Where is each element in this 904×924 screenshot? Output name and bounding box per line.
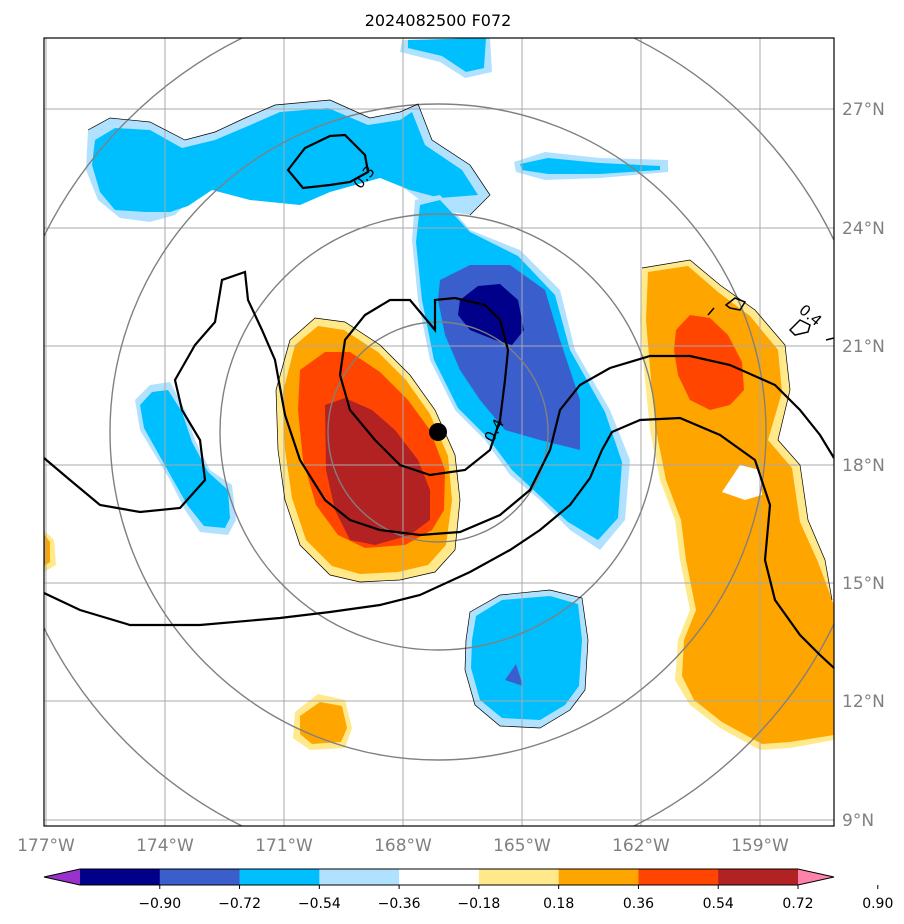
lat-label: 27°N [842, 100, 885, 120]
colorbar-extend-high [798, 869, 834, 885]
colorbar-tick-label: 0.90 [862, 896, 893, 912]
colorbar-segment [399, 869, 480, 885]
lat-label: 9°N [842, 811, 874, 831]
lat-label: 21°N [842, 337, 885, 357]
colorbar-tick-label: 0.72 [782, 896, 813, 912]
colorbar-tick-label: −0.54 [298, 896, 341, 912]
map-area: 0.3 0.4 0.4 [44, 38, 834, 826]
storm-center-marker [429, 423, 447, 441]
thin-contours [87, 99, 833, 729]
lon-label: 171°W [255, 836, 313, 856]
colorbar-tick-label: 0.18 [543, 896, 574, 912]
thick-contours [44, 133, 834, 669]
colorbar-segment [239, 869, 320, 885]
lat-label: 24°N [842, 219, 885, 239]
lon-label: 159°W [731, 836, 789, 856]
lon-label: 177°W [17, 836, 75, 856]
colorbar-outline [43, 868, 835, 886]
lat-label: 15°N [842, 574, 885, 594]
map-title: 2024082500 F072 [365, 11, 512, 30]
colorbar-tick-label: −0.90 [138, 896, 181, 912]
contour-label: 0.4 [795, 301, 825, 330]
map-frame [43, 37, 835, 827]
range-rings [44, 38, 834, 826]
latitude-labels: 27°N 24°N 21°N 18°N 15°N 12°N 9°N [842, 100, 885, 831]
colorbar-segment [319, 869, 400, 885]
positive-anomaly-fills [44, 260, 834, 750]
colorbar-tick-label: −0.72 [218, 896, 261, 912]
colorbar-segment [558, 869, 639, 885]
graticule [44, 38, 834, 826]
colorbar-segment [718, 869, 799, 885]
colorbar: −0.90 −0.72 −0.54 −0.36 −0.18 0.18 0.36 0.54 0.7… [43, 868, 893, 912]
colorbar-tick-label: −0.18 [457, 896, 500, 912]
colorbar-extend-low [44, 869, 80, 885]
colorbar-tick-label: 0.36 [623, 896, 654, 912]
lon-label: 165°W [493, 836, 551, 856]
longitude-labels: 177°W 174°W 171°W 168°W 165°W 162°W 159°… [17, 836, 789, 856]
colorbar-segment [638, 869, 719, 885]
lon-label: 174°W [136, 836, 194, 856]
lon-label: 162°W [612, 836, 670, 856]
colorbar-tick-label: −0.36 [378, 896, 421, 912]
colorbar-segment [159, 869, 241, 885]
lat-label: 12°N [842, 692, 885, 712]
colorbar-segment [80, 869, 161, 885]
colorbar-tick-label: 0.54 [703, 896, 734, 912]
lat-label: 18°N [842, 456, 885, 476]
negative-anomaly-fills [86, 38, 668, 728]
lon-label: 168°W [374, 836, 432, 856]
small-contours-east [707, 297, 834, 341]
colorbar-segment [478, 869, 560, 885]
